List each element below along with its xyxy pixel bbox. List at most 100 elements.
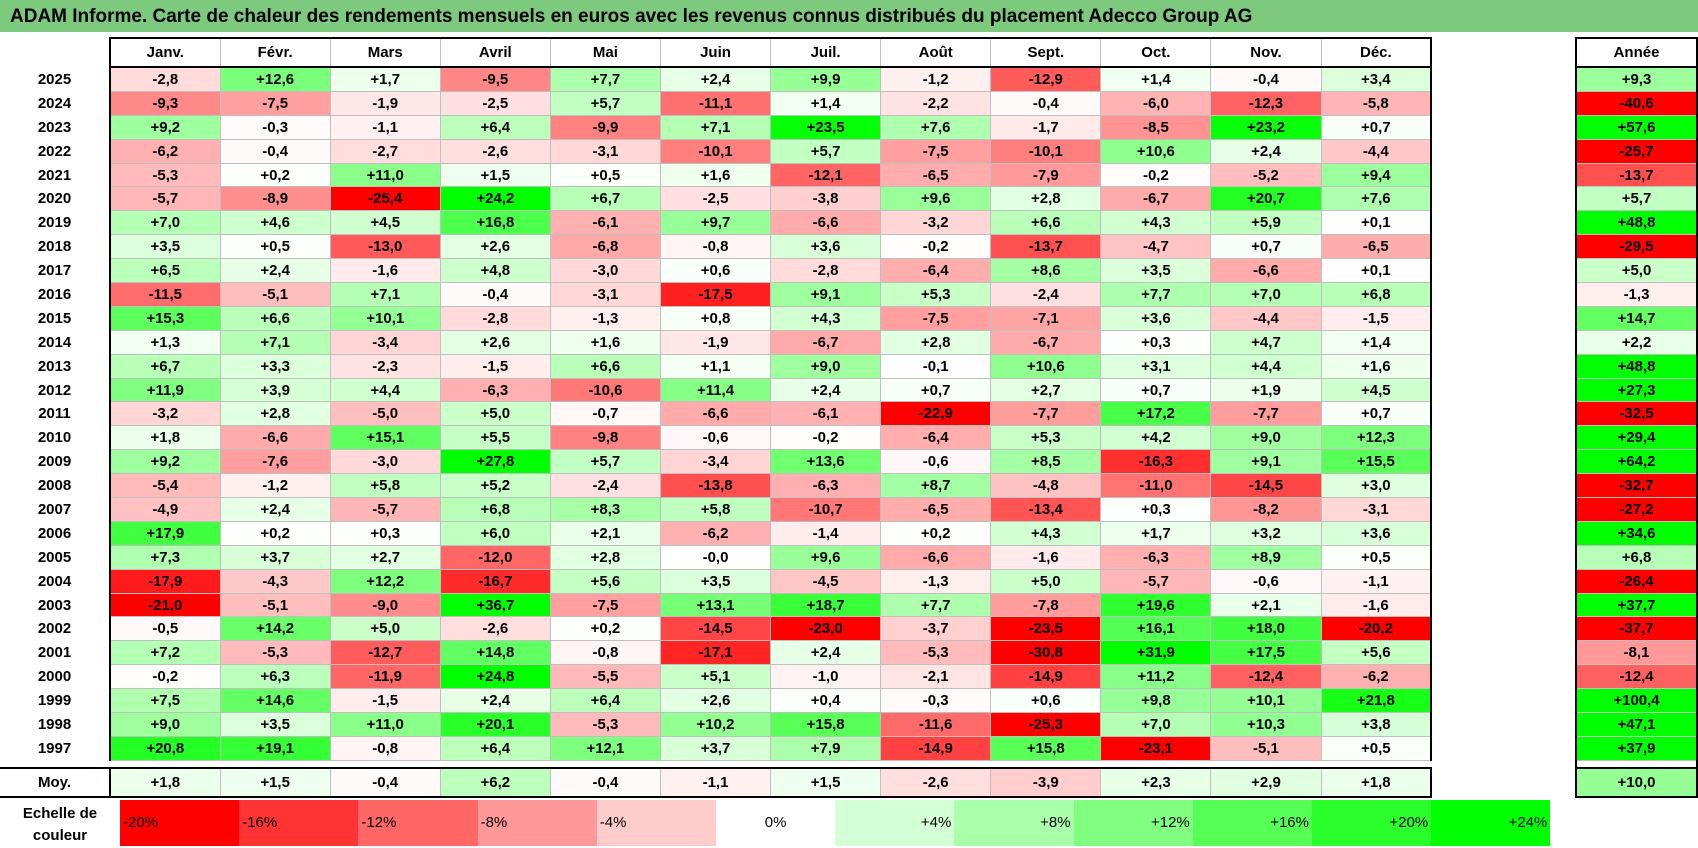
- average-cell: +1,8: [108, 766, 221, 798]
- heatmap-cell: -0,4: [439, 282, 551, 307]
- heatmap-cell: +4,3: [990, 520, 1102, 546]
- heatmap-cell: -6,2: [659, 520, 772, 546]
- heatmap-cell: -11,1: [659, 90, 772, 116]
- heatmap-row: 2015 +15,3 +6,6 +10,1 -2,8 -1,3 +0,8 +4,3 -7,5 -7…: [0, 305, 1433, 331]
- heatmap-cell: -0,8: [549, 640, 661, 666]
- heatmap-cell: -7,5: [880, 305, 992, 331]
- color-scale-swatch: -16%: [239, 800, 359, 846]
- heatmap-cell: -12,9: [990, 66, 1102, 92]
- annual-average-row: +10,0: [1575, 766, 1698, 798]
- heatmap-cell: -1,5: [329, 688, 441, 714]
- heatmap-cell: -2,7: [329, 138, 441, 164]
- year-label: 2007: [37, 500, 72, 518]
- annual-cell: -1,3: [1575, 282, 1698, 307]
- header-corner: [0, 38, 110, 67]
- heatmap-cell: +7,5: [108, 688, 221, 714]
- heatmap-cell: -4,3: [219, 568, 331, 594]
- annual-cell: -32,7: [1575, 473, 1698, 499]
- heatmap-cell: -6,2: [1320, 664, 1433, 690]
- heatmap-cell: +0,5: [1320, 544, 1433, 570]
- heatmap-cell: -0,7: [549, 401, 661, 427]
- heatmap-cell: +5,8: [329, 473, 441, 499]
- heatmap-cell: +2,8: [219, 401, 331, 427]
- heatmap-cell: -11,0: [1100, 473, 1212, 499]
- heatmap-cell: -14,9: [880, 735, 992, 761]
- heatmap-cell: -5,1: [1210, 735, 1322, 761]
- heatmap-cell: +5,3: [880, 282, 992, 307]
- heatmap-row: 2003 -21,0 -5,1 -9,0 +36,7 -7,5 +13,1 +18,7 +7,7…: [0, 592, 1433, 618]
- year-label: 2006: [37, 524, 72, 542]
- heatmap-cell: +6,7: [108, 353, 221, 379]
- heatmap-cell: -2,4: [990, 282, 1102, 307]
- heatmap-cell: +4,7: [1210, 329, 1322, 355]
- year-label: 2011: [38, 405, 71, 423]
- annual-cell: -26,4: [1575, 568, 1698, 594]
- annual-cell: -40,6: [1575, 90, 1698, 116]
- heatmap-cell: -6,1: [549, 210, 661, 236]
- heatmap-cell: +5,0: [439, 401, 551, 427]
- year-label: 2022: [37, 142, 72, 160]
- heatmap-cell: +6,0: [439, 520, 551, 546]
- annual-row: -32,5: [1575, 401, 1698, 427]
- heatmap-cell: +12,2: [329, 568, 441, 594]
- heatmap-cell: +3,5: [659, 568, 772, 594]
- heatmap-cell: +9,9: [770, 66, 882, 92]
- heatmap-cell: -7,7: [1210, 401, 1322, 427]
- heatmap-cell: +1,8: [108, 425, 221, 451]
- annual-cell: +34,6: [1575, 520, 1698, 546]
- heatmap-row: 2012 +11,9 +3,9 +4,4 -6,3 -10,6 +11,4 +2,4 +0,7 +…: [0, 377, 1433, 403]
- heatmap-cell: -23,0: [770, 616, 882, 642]
- heatmap-cell: +9,8: [1100, 688, 1212, 714]
- year-label: 2008: [37, 477, 72, 495]
- annual-cell: +48,8: [1575, 353, 1698, 379]
- heatmap-cell: +6,4: [439, 735, 551, 761]
- heatmap-cell: -0,8: [659, 234, 772, 260]
- annual-row: +14,7: [1575, 305, 1698, 331]
- year-label: 1999: [37, 692, 72, 710]
- heatmap-cell: +5,1: [659, 664, 772, 690]
- heatmap-cell: -6,5: [880, 497, 992, 522]
- heatmap-row: 2004 -17,9 -4,3 +12,2 -16,7 +5,6 +3,5 -4,5 -1,3 +…: [0, 568, 1433, 594]
- color-scale-swatch: +16%: [1192, 800, 1312, 846]
- month-header: Juil.: [770, 37, 882, 68]
- heatmap-cell: -1,3: [880, 568, 992, 594]
- heatmap-cell: +12,3: [1320, 425, 1433, 451]
- annual-cell: +100,4: [1575, 688, 1698, 714]
- heatmap-cell: +21,8: [1320, 688, 1433, 714]
- color-scale-swatch: -4%: [596, 800, 716, 846]
- heatmap-cell: -1,2: [219, 473, 331, 499]
- heatmap-cell: -10,1: [659, 138, 772, 164]
- heatmap-cell: +11,0: [329, 162, 441, 188]
- color-scale-swatch: +8%: [954, 800, 1074, 846]
- heatmap-cell: -1,2: [880, 66, 992, 92]
- heatmap-cell: +0,8: [659, 305, 772, 331]
- heatmap-cell: -0,4: [990, 90, 1102, 116]
- heatmap-cell: +3,5: [219, 712, 331, 737]
- annual-row: +37,7: [1575, 592, 1698, 618]
- heatmap-cell: -5,7: [108, 186, 221, 212]
- heatmap-cell: -21,0: [108, 592, 221, 618]
- heatmap-cell: -7,9: [990, 162, 1102, 188]
- year-label: 2021: [37, 166, 72, 184]
- heatmap-cell: -16,3: [1100, 449, 1212, 475]
- heatmap-cell: -0,4: [219, 138, 331, 164]
- heatmap-cell: -0,3: [219, 114, 331, 140]
- heatmap-cell: -17,9: [108, 568, 221, 594]
- heatmap-cell: +9,2: [108, 449, 221, 475]
- heatmap-cell: +17,2: [1100, 401, 1212, 427]
- average-cell: +6,2: [439, 766, 551, 798]
- heatmap-cell: -8,5: [1100, 114, 1212, 140]
- heatmap-cell: +36,7: [439, 592, 551, 618]
- heatmap-cell: +15,8: [990, 735, 1102, 761]
- heatmap-cell: +15,5: [1320, 449, 1433, 475]
- annual-cell: +14,7: [1575, 305, 1698, 331]
- heatmap-cell: +1,7: [1100, 520, 1212, 546]
- heatmap-cell: -14,5: [1210, 473, 1322, 499]
- year-label: 2003: [37, 596, 72, 614]
- heatmap-cell: +18,0: [1210, 616, 1322, 642]
- annual-cell: +37,7: [1575, 592, 1698, 618]
- heatmap-cell: -3,1: [549, 282, 661, 307]
- heatmap-cell: -14,9: [990, 664, 1102, 690]
- heatmap-cell: +4,8: [439, 258, 551, 284]
- heatmap-cell: +0,1: [1320, 210, 1433, 236]
